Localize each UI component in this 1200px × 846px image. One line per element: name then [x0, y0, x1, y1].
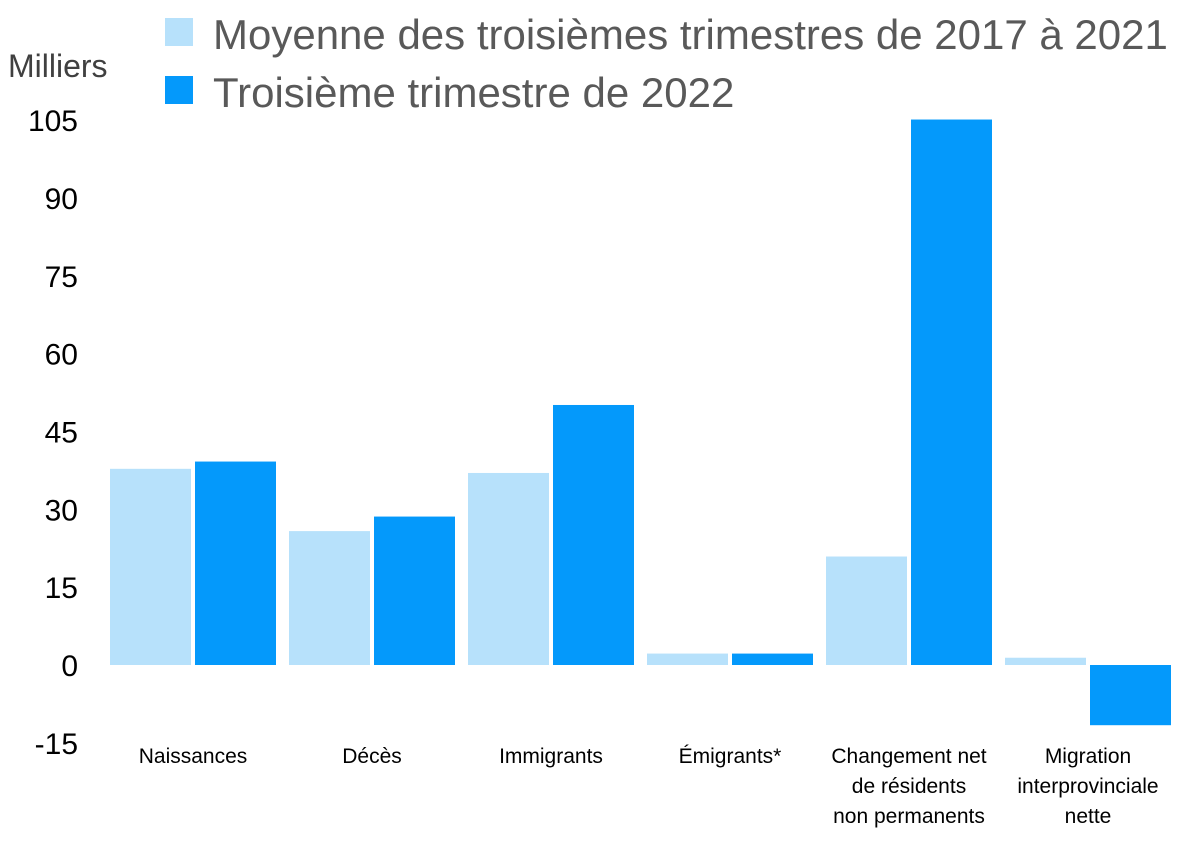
bar-series-2-3: [732, 653, 813, 665]
bar-series-1-1: [289, 531, 370, 665]
legend: Moyenne des troisièmes trimestres de 201…: [165, 11, 1168, 116]
bar-series-1-0: [110, 468, 191, 665]
legend-label-series-1: Moyenne des troisièmes trimestres de 201…: [213, 11, 1168, 58]
x-tick-label: nette: [1065, 805, 1112, 828]
bar-series-2-1: [374, 516, 455, 665]
legend-label-series-2: Troisième trimestre de 2022: [213, 69, 734, 116]
y-tick-label: 0: [61, 650, 78, 683]
y-tick-label: 75: [45, 261, 78, 294]
bar-series-1-4: [826, 556, 907, 665]
y-tick-label: -15: [35, 728, 78, 761]
legend-swatch-series-1: [165, 18, 193, 46]
x-tick-label: interprovinciale: [1017, 775, 1158, 798]
y-tick-label: 60: [45, 339, 78, 372]
bar-series-1-5: [1005, 657, 1086, 665]
bar-series-2-5: [1090, 665, 1171, 726]
bar-series-1-2: [468, 472, 549, 665]
bars: [110, 119, 1171, 726]
x-tick-label: de résidents: [852, 775, 966, 798]
x-axis-ticks: Naissances Décès Immigrants Émigrants* Chang…: [139, 745, 1159, 828]
x-tick-label: Naissances: [139, 745, 248, 768]
legend-swatch-series-2: [165, 76, 193, 104]
y-tick-label: 45: [45, 416, 78, 449]
y-tick-label: 90: [45, 183, 78, 216]
bar-series-2-0: [195, 461, 276, 665]
x-tick-label: Immigrants: [499, 745, 603, 768]
y-axis-ticks: 105 90 75 60 45 30 15 0 -15: [28, 105, 78, 761]
y-tick-label: 30: [45, 494, 78, 527]
y-tick-label: 105: [28, 105, 78, 138]
x-tick-label: Migration: [1045, 745, 1131, 768]
x-tick-label: non permanents: [833, 805, 985, 828]
y-tick-label: 15: [45, 572, 78, 605]
x-tick-label: Changement net: [831, 745, 986, 768]
x-tick-label: Émigrants*: [679, 745, 782, 768]
bar-series-2-4: [911, 119, 992, 665]
bar-series-2-2: [553, 404, 634, 665]
y-axis-unit-label: Milliers: [8, 48, 108, 84]
x-tick-label: Décès: [342, 745, 402, 768]
bar-series-1-3: [647, 653, 728, 665]
